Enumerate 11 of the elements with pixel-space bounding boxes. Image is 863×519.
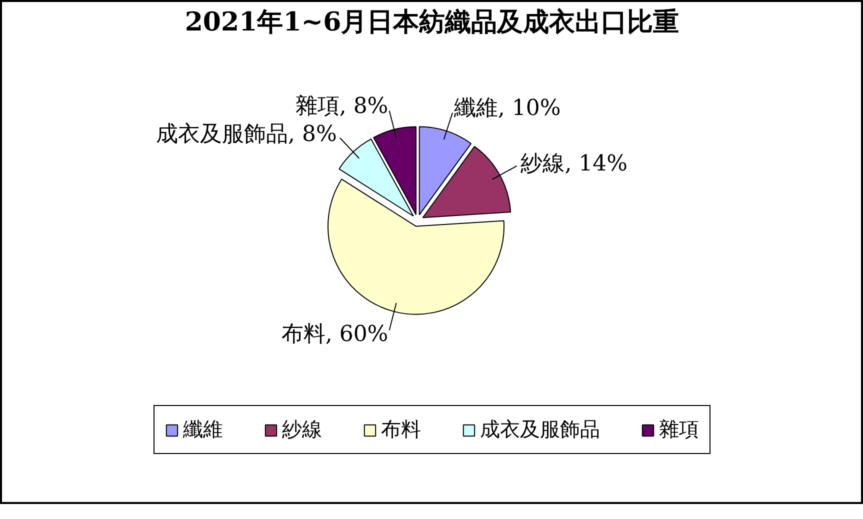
chart-title: 2021年1~6月日本紡織品及成衣出口比重 [184,8,680,38]
legend-label: 雜項 [659,416,699,443]
legend-label: 布料 [381,416,421,443]
data-label: 紗線, 14% [520,151,628,176]
data-label: 成衣及服飾品, 8% [156,122,337,148]
legend-label: 纖維 [183,416,223,443]
legend-label: 紗線 [282,416,322,443]
data-label: 纖維, 10% [452,96,561,122]
data-label: 布料, 60% [281,322,388,348]
legend-label: 成衣及服飾品 [480,416,600,443]
data-label: 雜項, 8% [295,94,388,119]
